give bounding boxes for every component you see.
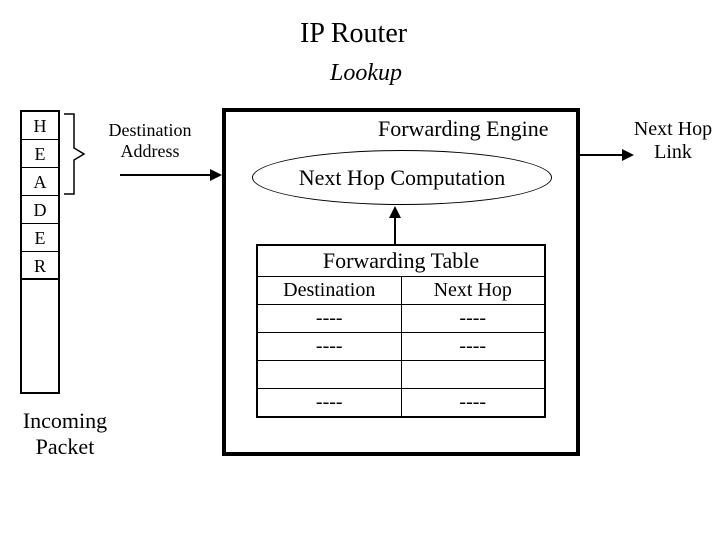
table-row: ---- ---- <box>258 388 544 416</box>
table-row: ---- ---- <box>258 332 544 360</box>
header-cell: D <box>22 196 58 224</box>
diagram-title: IP Router <box>300 18 407 50</box>
diagram-subtitle: Lookup <box>330 60 402 87</box>
incoming-packet-label: Incoming Packet <box>10 408 120 460</box>
header-cell: E <box>22 140 58 168</box>
table-cell <box>258 361 401 388</box>
header-cell: E <box>22 224 58 252</box>
table-cell: ---- <box>258 389 401 416</box>
arrow-head-icon <box>210 169 222 181</box>
header-cell: H <box>22 112 58 140</box>
table-cell: ---- <box>401 305 545 332</box>
table-cell: ---- <box>401 333 545 360</box>
dest-addr-line1: Destination <box>109 120 192 140</box>
forwarding-table: Forwarding Table Destination Next Hop --… <box>256 244 546 418</box>
table-cell: ---- <box>258 333 401 360</box>
table-row: ---- ---- <box>258 304 544 332</box>
dest-addr-line2: Address <box>121 141 180 161</box>
table-cell <box>401 361 545 388</box>
header-bracket-icon <box>62 112 90 196</box>
arrow-head-icon <box>389 206 401 218</box>
nexthop-line2: Link <box>654 141 692 163</box>
incoming-packet-text-1: Incoming <box>23 408 107 433</box>
header-cell: A <box>22 168 58 196</box>
table-row <box>258 360 544 388</box>
arrow-dest-to-engine <box>120 174 212 176</box>
next-hop-computation-ellipse: Next Hop Computation <box>252 150 552 205</box>
header-cell: R <box>22 252 58 280</box>
table-header-row: Destination Next Hop <box>258 276 544 304</box>
forwarding-table-title: Forwarding Table <box>258 246 544 276</box>
packet-header-box: H E A D E R <box>20 110 60 394</box>
dest-address-label: Destination Address <box>100 120 200 162</box>
ellipse-text: Next Hop Computation <box>299 165 506 191</box>
incoming-packet-text-2: Packet <box>36 434 95 459</box>
table-cell: ---- <box>401 389 545 416</box>
col-header: Next Hop <box>401 277 545 304</box>
nexthop-line1: Next Hop <box>634 118 712 140</box>
col-header: Destination <box>258 277 401 304</box>
forwarding-engine-label: Forwarding Engine <box>378 116 548 142</box>
next-hop-link-label: Next Hop Link <box>628 118 718 164</box>
packet-body <box>22 280 58 392</box>
table-cell: ---- <box>258 305 401 332</box>
arrow-table-to-ellipse <box>394 216 396 244</box>
arrow-engine-to-link <box>580 154 624 156</box>
